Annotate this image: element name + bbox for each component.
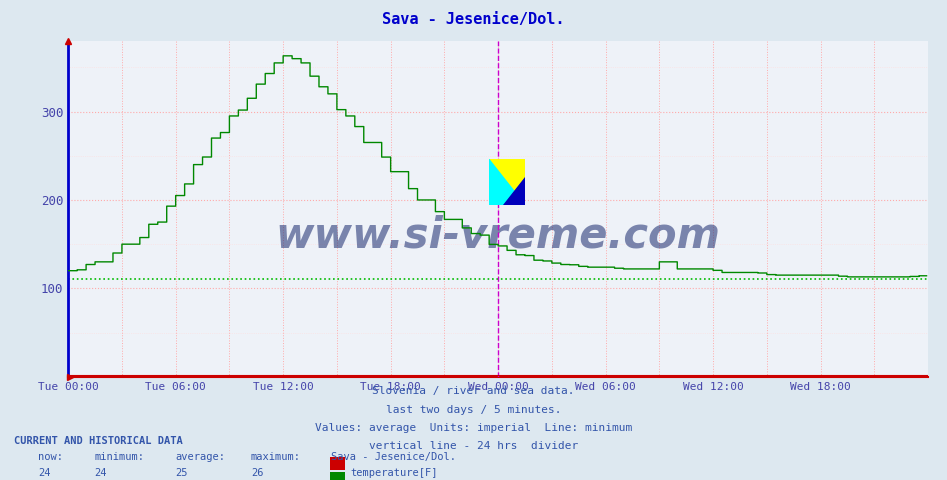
Text: 24: 24 (95, 468, 107, 478)
Polygon shape (489, 159, 525, 204)
Polygon shape (489, 159, 525, 204)
Text: Values: average  Units: imperial  Line: minimum: Values: average Units: imperial Line: mi… (314, 423, 633, 433)
Polygon shape (503, 178, 525, 204)
Text: vertical line - 24 hrs  divider: vertical line - 24 hrs divider (369, 441, 578, 451)
Text: 26: 26 (251, 468, 263, 478)
Text: average:: average: (175, 452, 225, 462)
Text: maximum:: maximum: (251, 452, 301, 462)
Text: Sava - Jesenice/Dol.: Sava - Jesenice/Dol. (383, 12, 564, 27)
Text: temperature[F]: temperature[F] (350, 468, 438, 478)
Text: now:: now: (38, 452, 63, 462)
Text: 24: 24 (38, 468, 50, 478)
Text: CURRENT AND HISTORICAL DATA: CURRENT AND HISTORICAL DATA (14, 436, 183, 446)
Text: 25: 25 (175, 468, 188, 478)
Text: minimum:: minimum: (95, 452, 145, 462)
Text: www.si-vreme.com: www.si-vreme.com (276, 215, 721, 257)
Text: Sava - Jesenice/Dol.: Sava - Jesenice/Dol. (331, 452, 456, 462)
Text: Slovenia / river and sea data.: Slovenia / river and sea data. (372, 386, 575, 396)
Text: last two days / 5 minutes.: last two days / 5 minutes. (385, 405, 562, 415)
